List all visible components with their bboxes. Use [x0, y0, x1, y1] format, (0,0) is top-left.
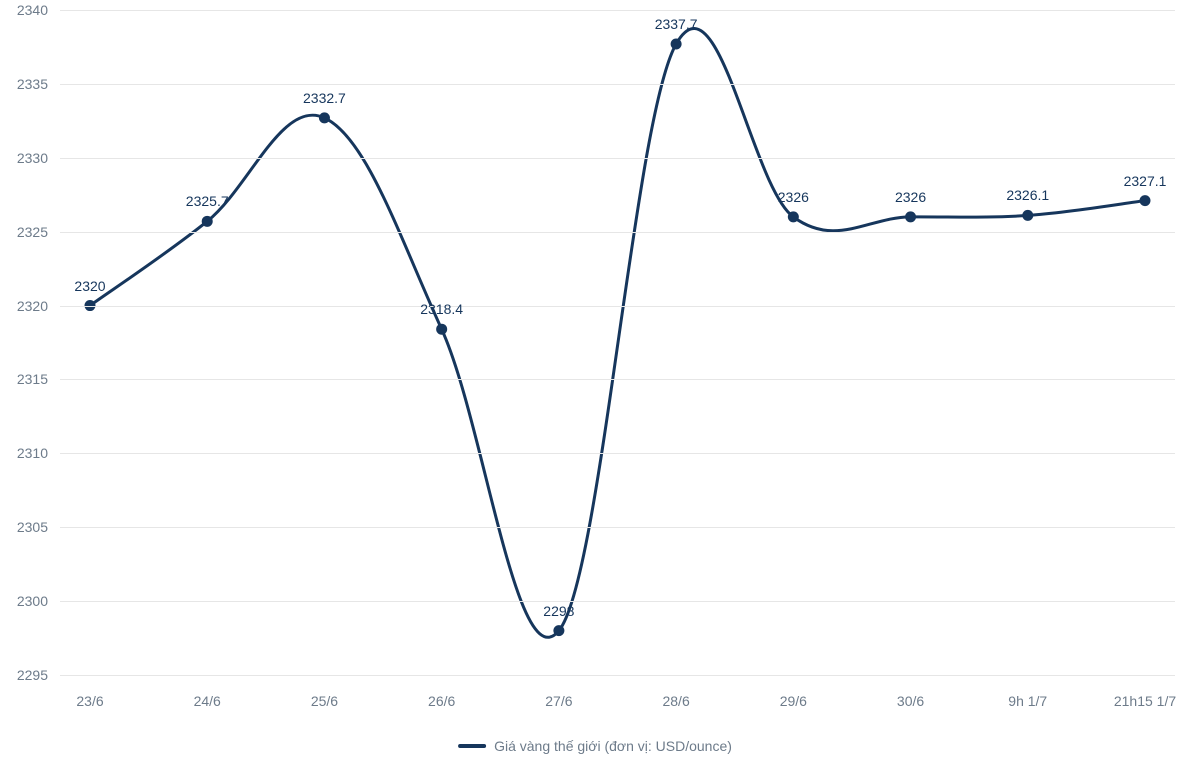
- data-point[interactable]: [905, 211, 916, 222]
- gridline: [60, 232, 1175, 233]
- legend-swatch: [458, 744, 486, 748]
- data-point[interactable]: [202, 216, 213, 227]
- gridline: [60, 675, 1175, 676]
- gridline: [60, 10, 1175, 11]
- data-point[interactable]: [553, 625, 564, 636]
- data-point[interactable]: [319, 112, 330, 123]
- data-point[interactable]: [436, 324, 447, 335]
- gridline: [60, 453, 1175, 454]
- gridline: [60, 306, 1175, 307]
- series-line: [90, 28, 1145, 637]
- chart-svg: [0, 0, 1191, 777]
- gridline: [60, 527, 1175, 528]
- chart-legend: Giá vàng thế giới (đơn vị: USD/ounce): [458, 738, 732, 754]
- data-point[interactable]: [788, 211, 799, 222]
- gridline: [60, 158, 1175, 159]
- data-point[interactable]: [1140, 195, 1151, 206]
- gridline: [60, 84, 1175, 85]
- gridline: [60, 379, 1175, 380]
- legend-label: Giá vàng thế giới (đơn vị: USD/ounce): [494, 738, 732, 754]
- gridline: [60, 601, 1175, 602]
- data-point[interactable]: [671, 38, 682, 49]
- line-chart: Giá vàng thế giới (đơn vị: USD/ounce) 22…: [0, 0, 1191, 777]
- data-point[interactable]: [1022, 210, 1033, 221]
